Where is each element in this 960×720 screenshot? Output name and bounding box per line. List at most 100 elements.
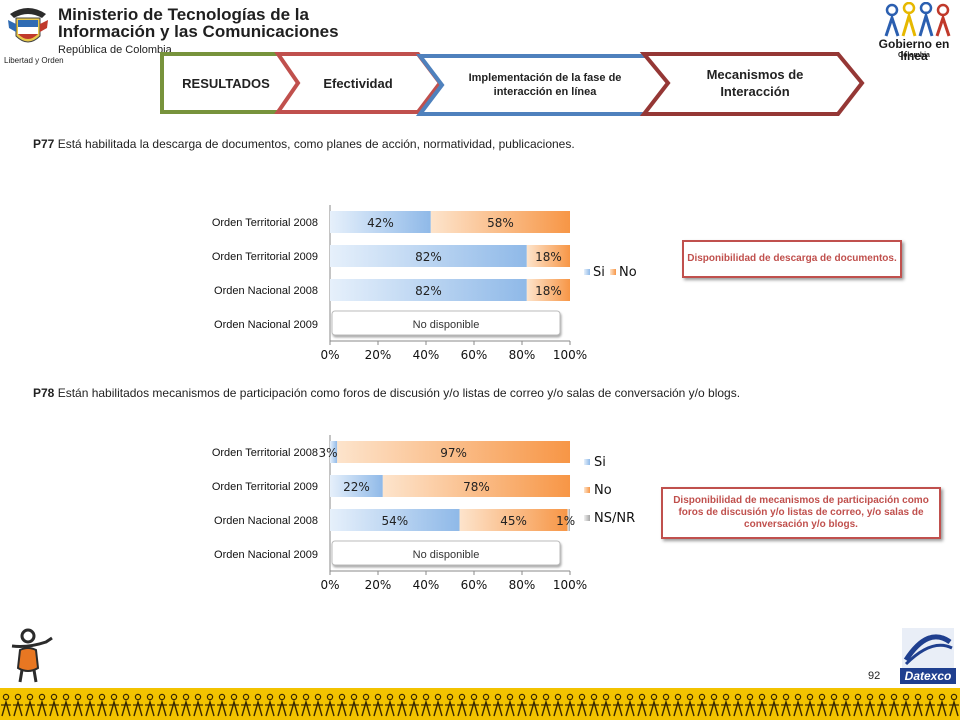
bar-segment: [337, 441, 570, 463]
gobierno-en-linea-text: Gobierno en línea: [878, 37, 950, 63]
legend-swatch: [584, 269, 590, 275]
chart-p77: Orden Territorial 2008 42% 58% Orden Territ…: [212, 205, 637, 362]
border-figure-icon: [205, 693, 215, 717]
category-label: Orden Territorial 2008: [212, 447, 318, 459]
legend-swatch: [610, 269, 616, 275]
tab-implementacion-label: Implementación de la fase de interacción…: [468, 72, 622, 98]
bar-segment: [382, 475, 570, 497]
tab-mecanismos-shape: [639, 52, 865, 116]
border-figure-icon: [661, 693, 671, 717]
bar-segment: [526, 245, 570, 267]
border-figure-icon: [373, 693, 383, 717]
data-label: 97%: [440, 446, 467, 460]
border-figure-icon: [121, 693, 131, 717]
border-figure-icon: [385, 693, 395, 717]
border-figure-icon: [97, 693, 107, 717]
question-p77-text: Está habilitada la descarga de documento…: [54, 137, 575, 151]
border-figure-icon: [925, 693, 935, 717]
border-figure-icon: [229, 693, 239, 717]
border-figure-icon: [217, 693, 227, 717]
bar-segment: [526, 279, 570, 301]
data-label: 42%: [367, 216, 394, 230]
border-figure-icon: [673, 693, 683, 717]
callout-p77-text: Disponibilidad de descarga de documentos…: [687, 253, 897, 264]
tab-efectividad-label: Efectividad: [323, 75, 393, 91]
x-tick-label: 20%: [365, 578, 392, 592]
border-figure-icon: [853, 693, 863, 717]
callout-p77: Disponibilidad de descarga de documentos…: [682, 240, 902, 278]
border-figure-icon: [265, 693, 275, 717]
border-figure-icon: [913, 693, 923, 717]
question-p77: P77 Está habilitada la descarga de docum…: [33, 137, 933, 151]
border-figure-icon: [553, 693, 563, 717]
x-tick-label: 60%: [461, 348, 488, 362]
legend-swatch: [584, 487, 590, 493]
bar-segment: [330, 475, 383, 497]
tab-mecanismos[interactable]: Mecanismos de Interacción: [675, 56, 835, 110]
border-figure-icon: [781, 693, 791, 717]
question-p78-text: Están habilitados mecanismos de particip…: [54, 386, 741, 400]
data-label: 78%: [463, 480, 490, 494]
border-figure-icon: [85, 693, 95, 717]
border-figure-icon: [745, 693, 755, 717]
border-figure-icon: [541, 693, 551, 717]
legend-label: Si: [594, 455, 606, 470]
border-figure-icon: [13, 693, 23, 717]
callout-p78-text: Disponibilidad de mecanismos de particip…: [673, 495, 929, 530]
x-tick-label: 40%: [413, 348, 440, 362]
bar-segment: [330, 279, 527, 301]
unavailable-box: [331, 310, 561, 336]
border-figure-icon: [697, 693, 707, 717]
border-figure-icon: [685, 693, 695, 717]
border-figure-icon: [433, 693, 443, 717]
question-p78: P78 Están habilitados mecanismos de part…: [33, 386, 933, 400]
border-figure-icon: [793, 693, 803, 717]
border-figure-icon: [769, 693, 779, 717]
gobierno-en-linea-logo: [880, 1, 956, 38]
category-label: Orden Nacional 2009: [214, 549, 318, 561]
bar-segment: [430, 211, 570, 233]
border-figure-icon: [481, 693, 491, 717]
legend-label: NS/NR: [594, 511, 635, 526]
border-figure-icon: [241, 693, 251, 717]
legend-label: No: [594, 483, 612, 498]
bar-segment: [330, 509, 460, 531]
border-figure-icon: [313, 693, 323, 717]
border-figure-icon: [445, 693, 455, 717]
mascot-figure-icon: [8, 628, 66, 684]
border-figure-icon: [865, 693, 875, 717]
border-figure-icon: [1, 693, 11, 717]
border-figure-icon: [109, 693, 119, 717]
question-p78-code: P78: [33, 386, 55, 400]
border-figure-icon: [337, 693, 347, 717]
tab-efectividad[interactable]: Efectividad: [300, 56, 416, 110]
border-figure-icon: [73, 693, 83, 717]
border-figure-icon: [937, 693, 947, 717]
border-figure-icon: [805, 693, 815, 717]
data-label: 1%: [556, 514, 575, 528]
border-figure-icon: [289, 693, 299, 717]
border-figure-icon: [889, 693, 899, 717]
category-label: Orden Nacional 2008: [214, 285, 318, 297]
unavailable-box: [331, 540, 561, 566]
category-label: Orden Territorial 2008: [212, 217, 318, 229]
border-figure-icon: [133, 693, 143, 717]
colombia-coat-of-arms-logo: [6, 4, 50, 54]
x-tick-label: 100%: [553, 578, 587, 592]
category-label: Orden Territorial 2009: [212, 481, 318, 493]
x-tick-label: 80%: [509, 348, 536, 362]
border-figure-icon: [169, 693, 179, 717]
category-label: Orden Nacional 2009: [214, 319, 318, 331]
border-figure-icon: [277, 693, 287, 717]
tab-resultados-label: RESULTADOS: [182, 75, 270, 91]
bar-segment: [330, 441, 338, 463]
datexco-logo: [902, 628, 954, 668]
border-figure-icon: [529, 693, 539, 717]
data-label: 18%: [535, 284, 562, 298]
x-tick-label: 0%: [320, 578, 339, 592]
tab-implementacion[interactable]: Implementación de la fase de interacción…: [450, 58, 640, 112]
border-figure-icon: [157, 693, 167, 717]
ministry-title: Ministerio de Tecnologías de la Informac…: [58, 6, 339, 40]
tab-resultados[interactable]: RESULTADOS: [166, 56, 286, 110]
x-tick-label: 40%: [413, 578, 440, 592]
